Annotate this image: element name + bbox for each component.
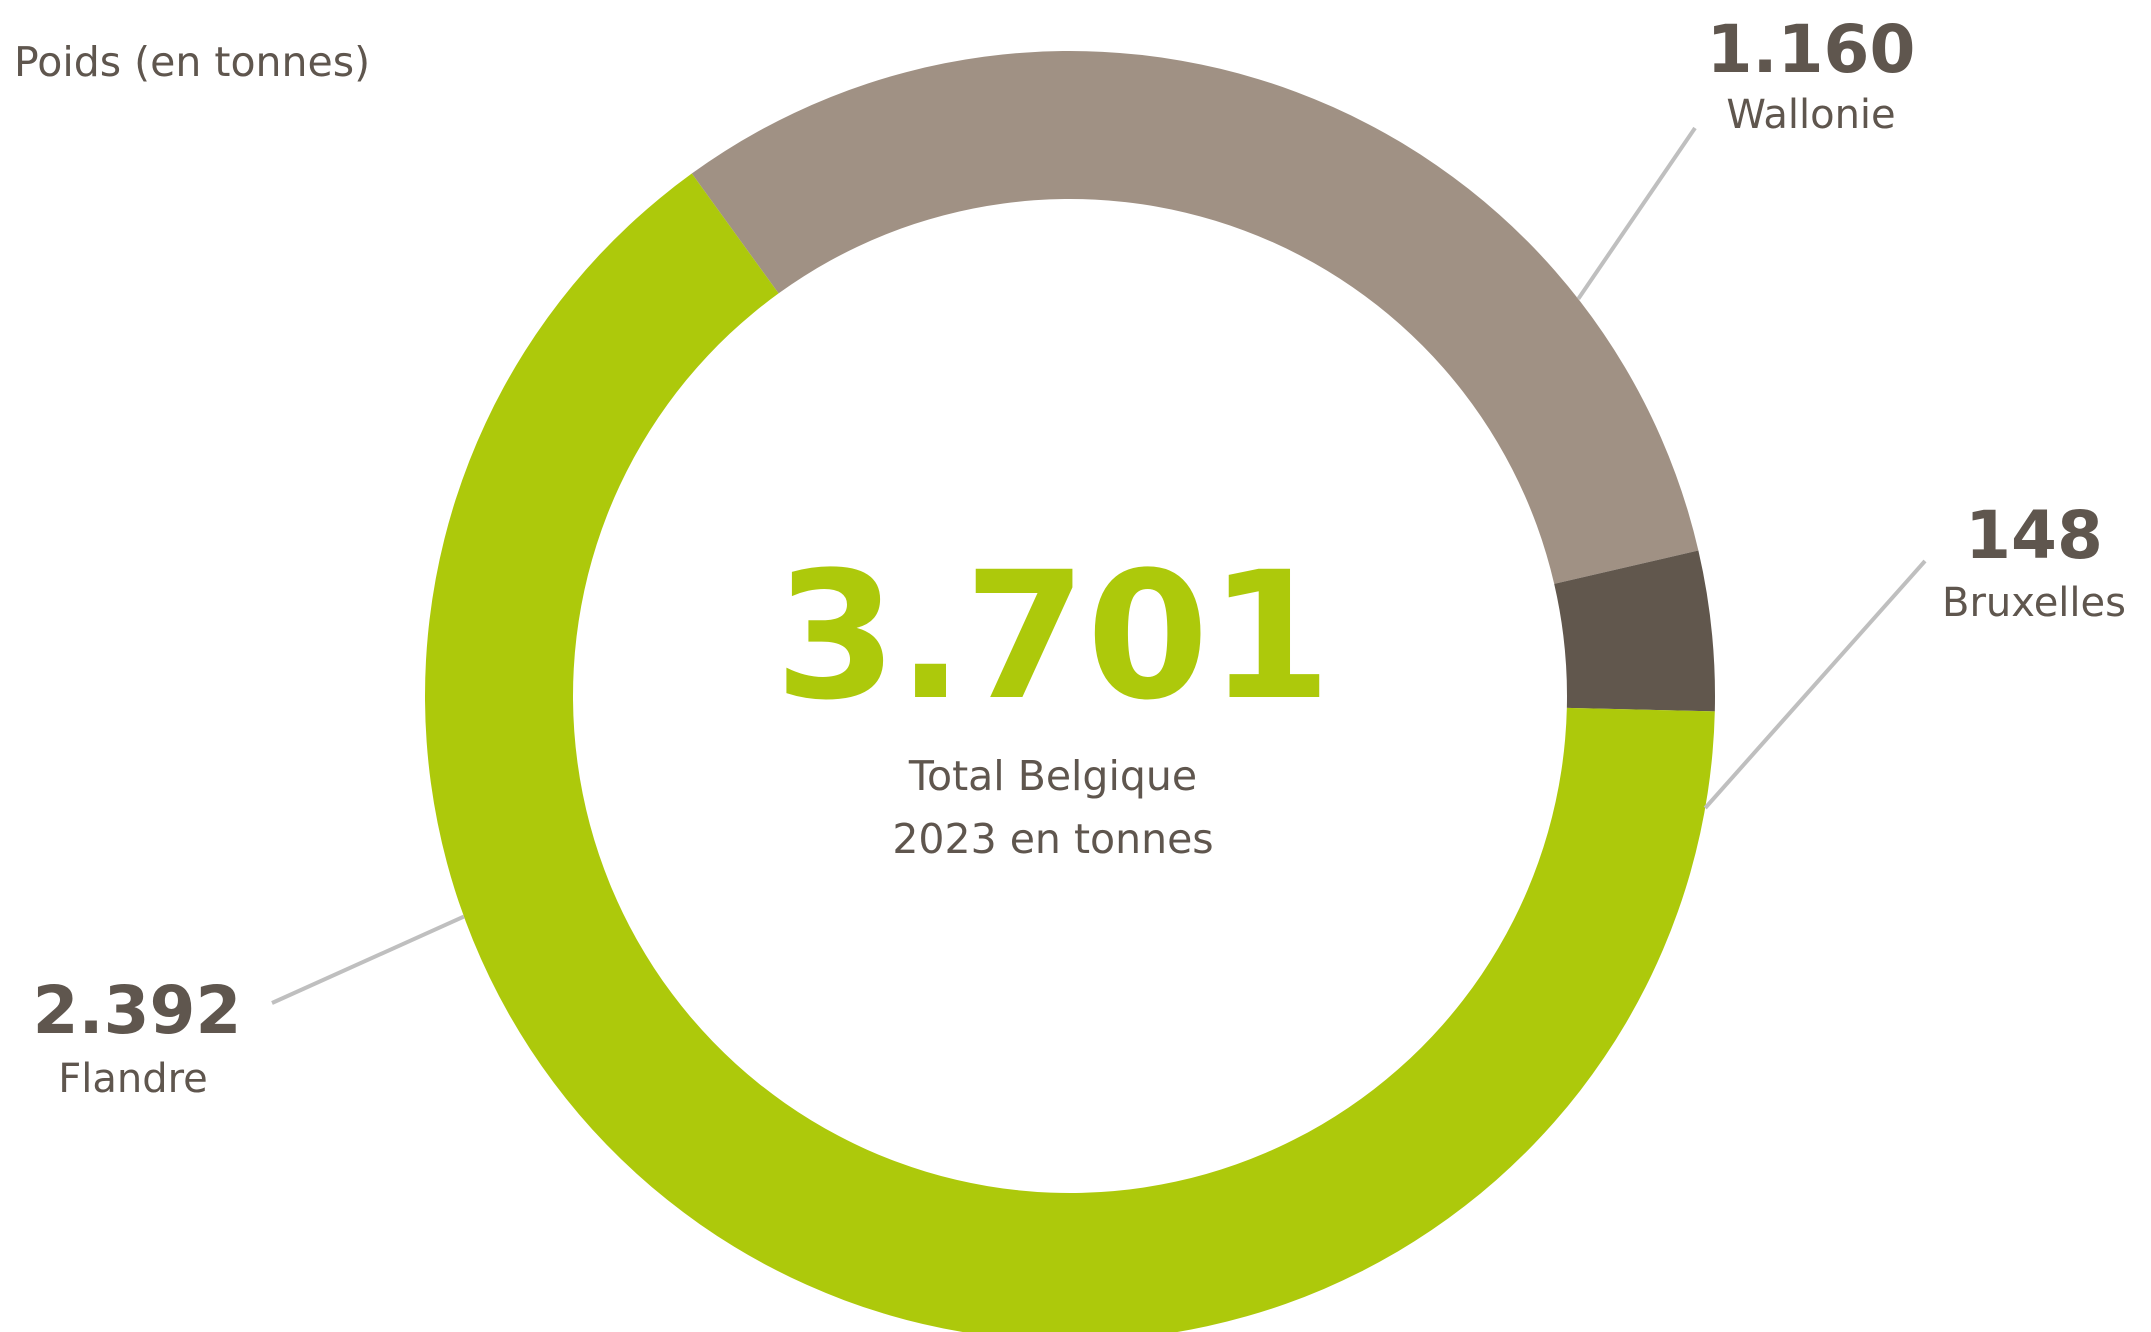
leader-lines (271, 126, 1927, 1005)
slice-bruxelles (1554, 550, 1715, 712)
slice-label-bruxelles-name: Bruxelles (1942, 580, 2126, 626)
slice-label-wallonie-value: 1.160 (1707, 11, 1916, 88)
center-label-line1: Total Belgique (908, 752, 1197, 800)
center-total-value: 3.701 (775, 534, 1332, 739)
donut-slices (425, 50, 1715, 1332)
slice-label-bruxelles-value: 148 (1965, 497, 2103, 574)
slice-label-wallonie-name: Wallonie (1726, 92, 1895, 138)
slice-label-flandre-name: Flandre (58, 1056, 208, 1102)
slice-wallonie (691, 50, 1699, 584)
leader-line-bruxelles (1703, 559, 1927, 810)
leader-line-wallonie (1576, 126, 1697, 301)
leader-line-flandre (271, 914, 465, 1005)
center-label-line2: 2023 en tonnes (892, 815, 1213, 863)
chart-caption: Poids (en tonnes) (14, 38, 370, 86)
slice-label-flandre-value: 2.392 (33, 972, 242, 1049)
